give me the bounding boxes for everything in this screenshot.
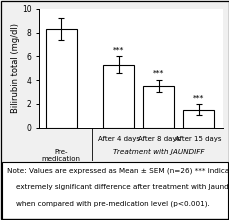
Bar xyxy=(103,65,134,128)
Y-axis label: Bilirubin total (mg/dl): Bilirubin total (mg/dl) xyxy=(11,23,20,113)
Bar xyxy=(183,110,213,128)
Text: ***: *** xyxy=(192,94,203,102)
Text: After 8 days: After 8 days xyxy=(137,136,179,142)
Text: Treatment with JAUNDIFF: Treatment with JAUNDIFF xyxy=(113,149,204,155)
Text: ***: *** xyxy=(153,70,164,78)
Text: Pre-
medication: Pre- medication xyxy=(42,149,80,162)
Text: extremely significant difference after treatment with Jaundif: extremely significant difference after t… xyxy=(7,184,229,190)
Bar xyxy=(143,86,174,128)
Text: After 4 days: After 4 days xyxy=(98,136,139,142)
FancyBboxPatch shape xyxy=(2,162,227,219)
Text: ***: *** xyxy=(113,46,124,54)
Text: Note: Values are expressed as Mean ± SEM (n=26) *** indicates: Note: Values are expressed as Mean ± SEM… xyxy=(7,168,229,174)
Text: After 15 days: After 15 days xyxy=(175,136,221,142)
Text: when compared with pre-medication level (p<0.001).: when compared with pre-medication level … xyxy=(7,200,209,207)
Bar xyxy=(46,29,76,128)
